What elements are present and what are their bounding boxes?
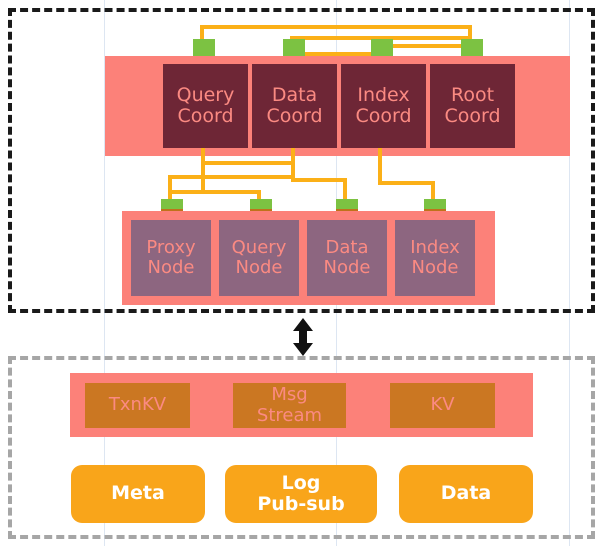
- wire-h-bracket-2: [168, 175, 295, 179]
- compute-section-border: [8, 8, 595, 313]
- wire-h-bracket-3: [172, 190, 260, 194]
- msg-stream-box[interactable]: Msg Stream: [233, 383, 346, 428]
- log-pubsub-label-line1: Log: [281, 471, 321, 494]
- worker-node-panel: Proxy Node Query Node Data Node Index Node: [122, 211, 495, 305]
- query-node-label-line1: Query: [231, 236, 287, 258]
- kv-label-line1: KV: [430, 394, 455, 416]
- bidirectional-arrow-icon: [288, 318, 318, 356]
- query-coord-label-line2: Coord: [177, 105, 234, 127]
- index-node-box[interactable]: Index Node: [395, 220, 475, 296]
- root-coord-label-line1: Root: [450, 83, 495, 106]
- stud-data-coord-icon: [283, 39, 305, 56]
- msg-stream-label-line1: Msg: [271, 384, 308, 406]
- proxy-node-label-line2: Node: [147, 257, 195, 278]
- wire-v-to-index-node: [431, 181, 435, 207]
- wire-h-middle: [290, 36, 472, 40]
- query-coord-box[interactable]: Query Coord: [163, 64, 248, 148]
- data-node-label-line1: Data: [325, 236, 369, 258]
- guide-line-left: [104, 0, 105, 546]
- stud-root-coord-icon: [461, 39, 483, 56]
- stud-query-coord-icon: [193, 39, 215, 56]
- msg-stream-label-line2: Stream: [256, 404, 323, 426]
- root-coord-box[interactable]: Root Coord: [430, 64, 515, 148]
- data-node-box[interactable]: Data Node: [307, 220, 387, 296]
- data-layer-box[interactable]: Data: [399, 465, 533, 523]
- storage-interface-panel: TxnKV Msg Stream KV: [70, 373, 533, 437]
- wire-h-inner: [378, 44, 472, 48]
- wire-v-to-query-node: [257, 190, 261, 207]
- root-coord-label-line2: Coord: [444, 105, 501, 127]
- index-coord-box[interactable]: Index Coord: [341, 64, 426, 148]
- wire-v-to-proxy-node: [168, 175, 172, 207]
- stud-index-coord-icon: [371, 39, 393, 56]
- index-coord-label-line2: Coord: [355, 105, 412, 127]
- guide-line-right: [569, 0, 570, 546]
- data-coord-label-line2: Coord: [266, 105, 323, 127]
- wire-v-to-data-node: [343, 178, 347, 207]
- data-coord-label-line1: Data: [271, 83, 318, 106]
- wire-v-query-outer: [200, 25, 204, 47]
- coordinator-panel: Query Coord Data Coord Index Coord Root Coor…: [105, 56, 570, 156]
- wire-h-to-index-node: [378, 181, 435, 185]
- index-node-label-line2: Node: [411, 257, 459, 278]
- txnkv-box[interactable]: TxnKV: [85, 383, 190, 428]
- kv-box[interactable]: KV: [390, 383, 495, 428]
- data-node-label-line2: Node: [323, 257, 371, 278]
- data-layer-label-line1: Data: [440, 482, 492, 505]
- wire-v-from-index-coord: [378, 148, 382, 181]
- meta-label-line1: Meta: [111, 482, 165, 505]
- proxy-node-box[interactable]: Proxy Node: [131, 220, 211, 296]
- proxy-node-label-line1: Proxy: [146, 236, 196, 258]
- txnkv-label-line1: TxnKV: [108, 394, 167, 416]
- wire-v-from-query-coord: [201, 148, 205, 190]
- query-node-label-line2: Node: [235, 257, 283, 278]
- log-pubsub-label-line2: Pub-sub: [257, 493, 345, 515]
- index-node-label-line1: Index: [410, 236, 460, 258]
- log-pubsub-layer-box[interactable]: Log Pub-sub: [225, 465, 377, 523]
- meta-layer-box[interactable]: Meta: [71, 465, 205, 523]
- data-coord-box[interactable]: Data Coord: [252, 64, 337, 148]
- index-coord-label-line1: Index: [357, 83, 410, 106]
- wire-h-lowest: [290, 52, 382, 56]
- storage-section-border: [8, 356, 595, 539]
- wire-h-to-data-node: [291, 178, 347, 182]
- query-coord-label-line1: Query: [176, 83, 235, 106]
- wire-h-bracket-1: [201, 161, 293, 165]
- wire-h-outer: [200, 25, 472, 29]
- query-node-box[interactable]: Query Node: [219, 220, 299, 296]
- wire-v-from-data-coord: [291, 148, 295, 178]
